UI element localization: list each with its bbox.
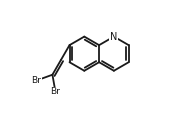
Text: Br: Br <box>50 87 60 96</box>
Text: N: N <box>110 32 118 42</box>
Text: Br: Br <box>32 76 41 85</box>
